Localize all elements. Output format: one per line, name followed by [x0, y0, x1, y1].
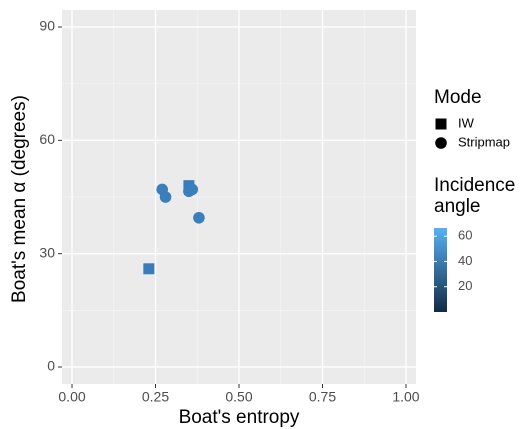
- colorbar: [434, 228, 447, 312]
- x-tick-label: 0.75: [309, 389, 336, 405]
- legend-label: Stripmap: [458, 134, 510, 149]
- y-tick-label: 0: [47, 358, 55, 374]
- legend-label: IW: [458, 115, 475, 130]
- x-tick-label: 0.00: [58, 389, 85, 405]
- point: [143, 263, 155, 275]
- y-axis-label: Boat's mean α (degrees): [9, 95, 30, 303]
- point: [186, 183, 199, 196]
- colorbar-title: Incidence: [434, 175, 515, 196]
- y-tick-label: 60: [39, 131, 55, 147]
- colorbar-label: 40: [458, 253, 472, 268]
- legend-key: [435, 137, 447, 149]
- legend-title: Mode: [434, 87, 482, 108]
- x-tick-label: 1.00: [392, 389, 419, 405]
- colorbar-title: angle: [434, 196, 481, 217]
- point: [193, 211, 205, 224]
- colorbar-label: 60: [458, 228, 472, 243]
- x-axis-label: Boat's entropy: [179, 407, 300, 428]
- y-tick-label: 90: [39, 18, 55, 34]
- point: [159, 191, 172, 203]
- y-tick-label: 30: [39, 244, 55, 260]
- colorbar-label: 20: [458, 278, 472, 293]
- legend-key: [435, 118, 447, 130]
- x-tick-label: 0.25: [142, 389, 169, 405]
- x-tick-label: 0.50: [225, 389, 252, 405]
